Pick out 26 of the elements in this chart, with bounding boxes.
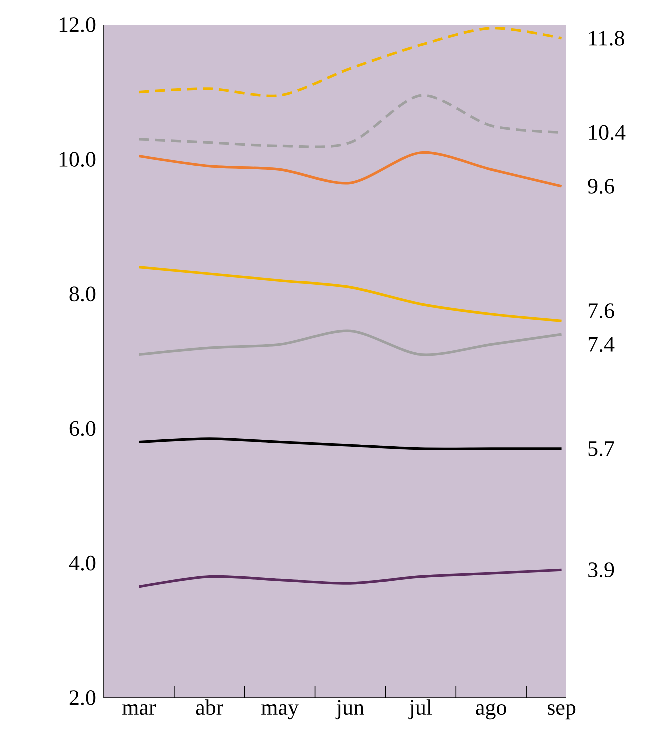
y-tick-label: 8.0	[70, 286, 96, 302]
y-tick-label: 2.0	[70, 690, 96, 706]
y-tick-label: 6.0	[70, 421, 96, 436]
x-tick-label: jun	[336, 700, 364, 720]
data-label: 5.7	[588, 442, 614, 456]
y-tick-label: 10.0	[60, 152, 96, 168]
x-tick-label: abr	[196, 700, 224, 716]
x-tick-label: sep	[548, 704, 576, 720]
data-label: 7.6	[588, 304, 614, 318]
line-series	[138, 151, 564, 188]
x-tick-label: may	[262, 704, 299, 720]
x-tick-label: mar	[122, 704, 156, 716]
line-series	[138, 330, 564, 356]
line-series	[138, 438, 564, 450]
x-tick-label: jul	[408, 700, 432, 720]
data-label: 9.6	[588, 179, 614, 194]
line-series	[138, 568, 564, 588]
x-tick-label: ago	[476, 704, 506, 720]
line-series	[138, 266, 564, 322]
data-label: 7.4	[588, 337, 615, 352]
y-tick-label: 12.0	[60, 18, 96, 32]
y-tick-label: 4.0	[69, 556, 96, 571]
data-label: 3.9	[588, 562, 614, 578]
line-series	[138, 27, 564, 98]
data-label: 11.8	[589, 30, 624, 46]
data-label: 10.4	[589, 125, 626, 140]
